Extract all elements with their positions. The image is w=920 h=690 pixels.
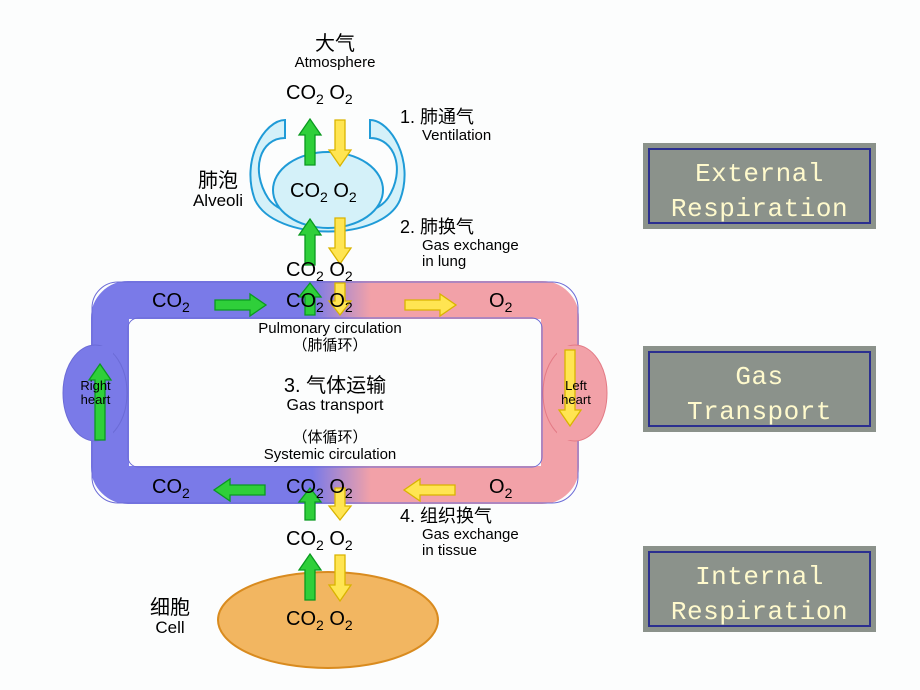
label-systemic: （体循环） Systemic circulation bbox=[235, 430, 425, 463]
mol-bot-band-left: CO2 bbox=[152, 476, 190, 501]
mol-tissue-ex: CO2 O2 bbox=[286, 528, 353, 553]
label-right-heart: Right heart bbox=[73, 379, 118, 408]
label-step4: 4. 组织换气 Gas exchange in tissue bbox=[400, 507, 570, 560]
mol-atm: CO2 O2 bbox=[286, 82, 353, 107]
label-step3: 3. 气体运输 Gas transport bbox=[250, 375, 420, 415]
mol-top-band-mid: CO2 O2 bbox=[286, 290, 353, 315]
label-left-heart: Left heart bbox=[555, 379, 597, 408]
mol-bot-band-mid: CO2 O2 bbox=[286, 476, 353, 501]
mol-bot-band-right: O2 bbox=[489, 476, 512, 501]
sidebox-gas: GasTransport bbox=[643, 346, 876, 432]
diagram-stage: 大气 Atmosphere 肺泡 Alveoli 细胞 Cell Right h… bbox=[0, 0, 920, 690]
label-step1: 1. 肺通气 Ventilation bbox=[400, 108, 560, 144]
label-atmosphere: 大气 Atmosphere bbox=[290, 33, 380, 72]
label-alveoli: 肺泡 Alveoli bbox=[178, 170, 258, 211]
sidebox-external: ExternalRespiration bbox=[643, 143, 876, 229]
mol-alveoli: CO2 O2 bbox=[290, 180, 357, 205]
mol-top-band-right: O2 bbox=[489, 290, 512, 315]
label-cell: 细胞 Cell bbox=[135, 597, 205, 638]
mol-top-band-left: CO2 bbox=[152, 290, 190, 315]
label-step2: 2. 肺换气 Gas exchange in lung bbox=[400, 218, 570, 271]
label-pulmonary: Pulmonary circulation （肺循环） bbox=[235, 321, 425, 354]
mol-cell: CO2 O2 bbox=[286, 608, 353, 633]
sidebox-internal: InternalRespiration bbox=[643, 546, 876, 632]
mol-lung-ex: CO2 O2 bbox=[286, 259, 353, 284]
